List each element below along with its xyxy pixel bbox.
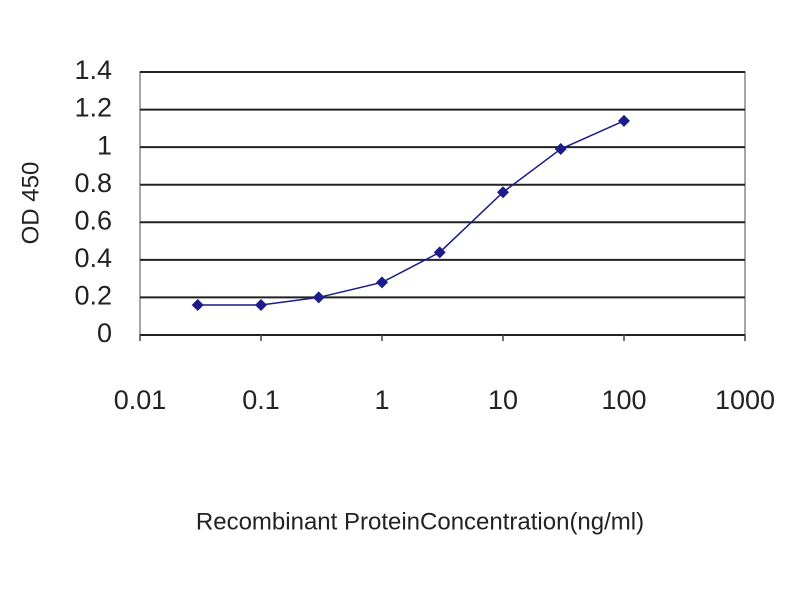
x-tick-label: 100 <box>601 385 646 415</box>
y-tick-label: 1 <box>97 130 112 160</box>
data-point <box>433 246 446 259</box>
x-tick-label: 10 <box>488 385 518 415</box>
y-tick-label: 1.2 <box>74 93 112 123</box>
data-point <box>191 298 204 311</box>
x-axis-label: Recombinant ProteinConcentration(ng/ml) <box>196 508 644 535</box>
data-point <box>255 298 267 311</box>
x-tick-label: 0.1 <box>242 385 280 415</box>
plot-area <box>139 71 746 336</box>
data-point <box>618 114 630 127</box>
y-tick-label: 0.4 <box>74 243 112 273</box>
data-point <box>497 186 509 199</box>
y-axis-label: OD 450 <box>17 162 44 245</box>
y-tick-label: 0.2 <box>74 281 112 311</box>
data-line <box>197 120 625 306</box>
y-tick-label: 0 <box>97 318 112 348</box>
y-tick-label: 0.6 <box>74 205 112 235</box>
y-tick-label: 1.4 <box>74 55 112 85</box>
data-point <box>554 143 567 156</box>
data-point <box>312 291 325 304</box>
x-tick-label: 1000 <box>715 385 775 415</box>
x-tick-label: 0.01 <box>114 385 167 415</box>
data-point <box>376 276 388 289</box>
x-tick-label: 1 <box>374 385 389 415</box>
y-tick-label: 0.8 <box>74 168 112 198</box>
